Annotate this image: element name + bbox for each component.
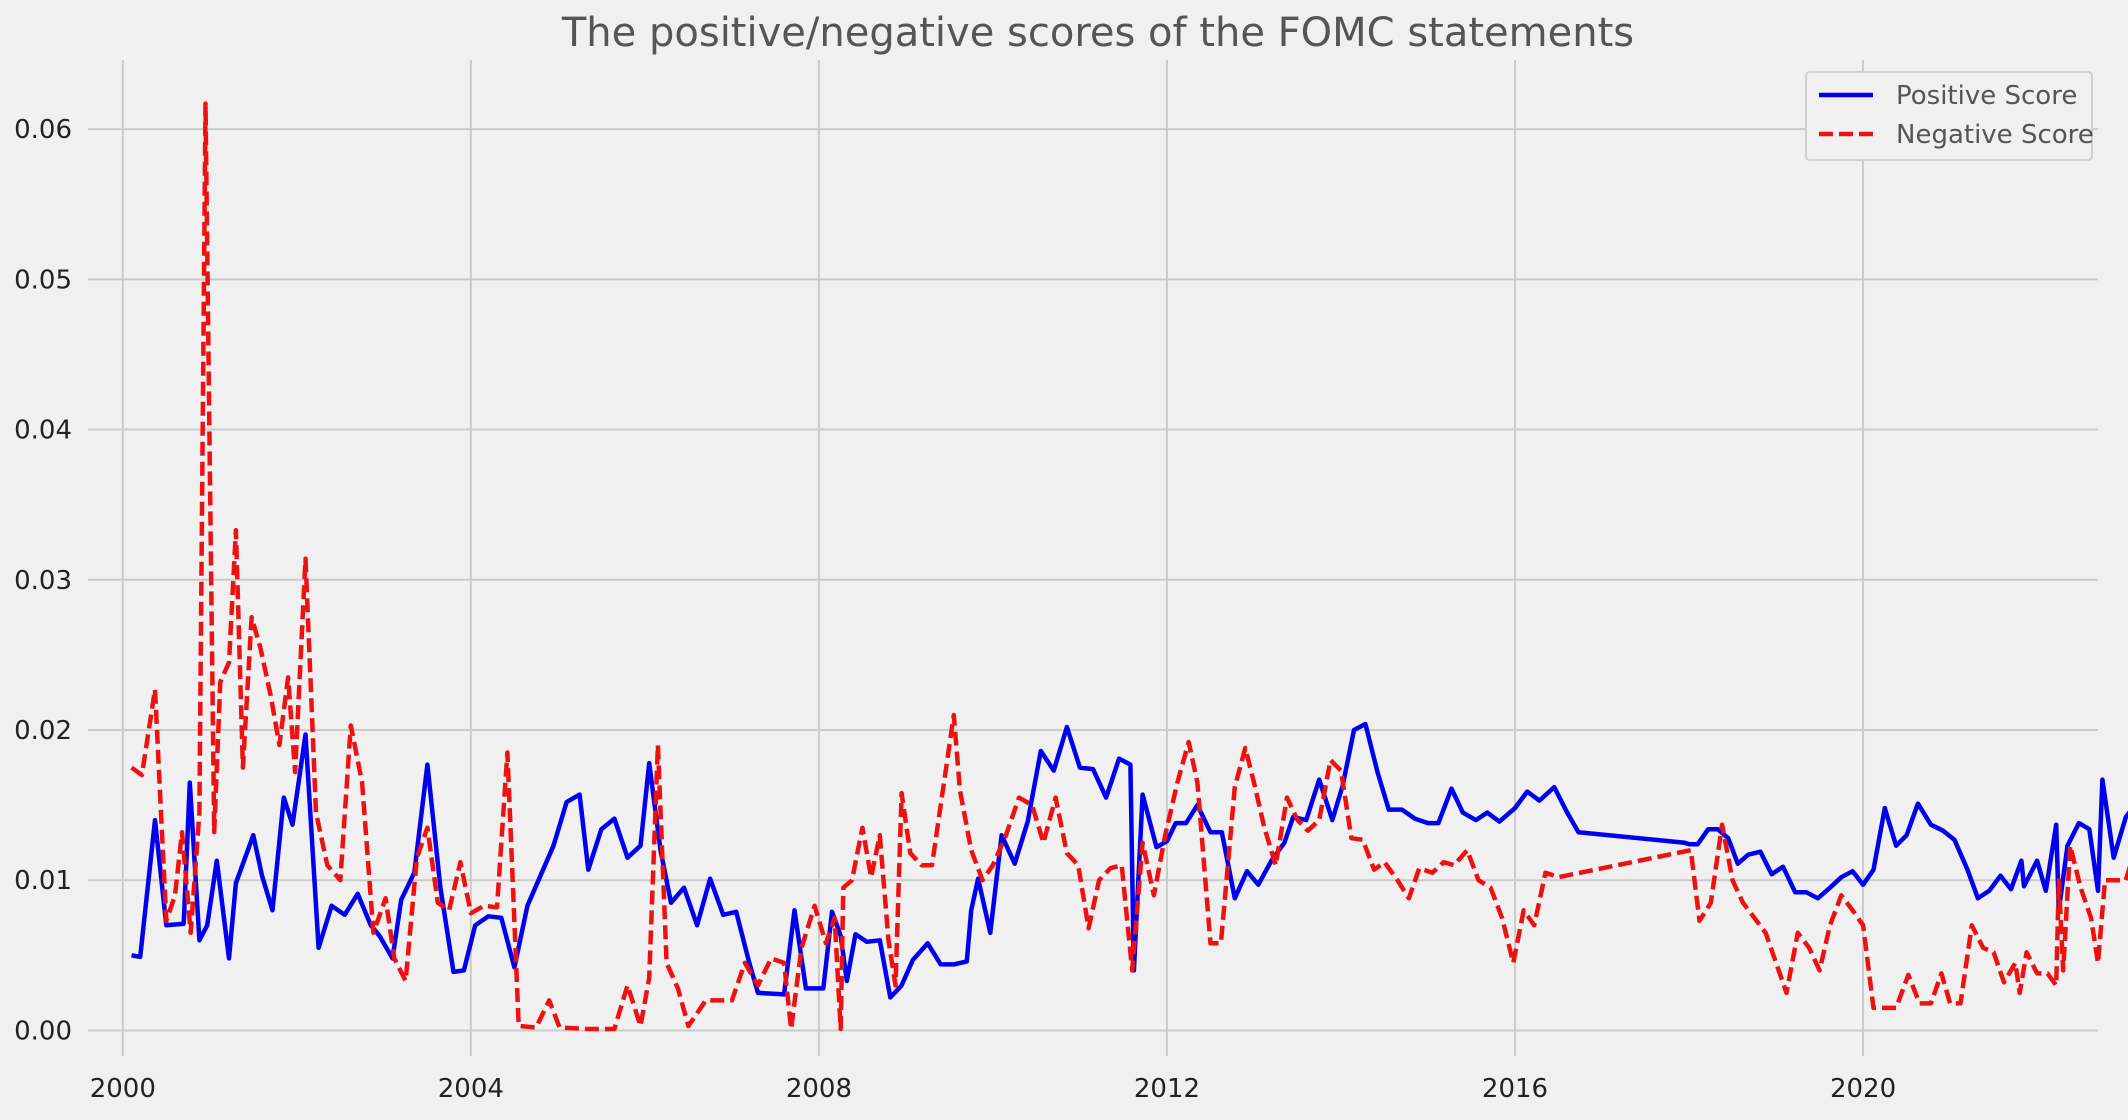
chart-title: The positive/negative scores of the FOMC… xyxy=(561,10,1634,56)
series-line-positive-score xyxy=(131,721,2128,1000)
y-tick-label: 0.02 xyxy=(14,716,72,746)
x-tick-label: 2016 xyxy=(1482,1074,1548,1104)
y-tick-label: 0.04 xyxy=(14,416,72,446)
y-tick-label: 0.05 xyxy=(14,265,72,295)
x-tick-label: 2000 xyxy=(90,1074,156,1104)
y-tick-label: 0.06 xyxy=(14,115,72,145)
legend-box xyxy=(1805,71,2093,161)
grid-lines xyxy=(88,60,2098,1056)
series-line-negative-score xyxy=(130,101,2128,1032)
x-tick-label: 2004 xyxy=(438,1074,504,1104)
y-tick-label: 0.03 xyxy=(14,566,72,596)
x-tick-label: 2008 xyxy=(786,1074,852,1104)
x-tick-label: 2012 xyxy=(1134,1074,1200,1104)
legend-label-positive-score: Positive Score xyxy=(1896,81,2077,111)
y-tick-label: 0.01 xyxy=(14,866,72,896)
x-tick-label: 2020 xyxy=(1830,1074,1896,1104)
y-tick-label: 0.00 xyxy=(14,1016,72,1046)
tick-labels: 2000 2004 2008 2012 2016 2020 0.00 0.01 0.02 0.03… xyxy=(14,115,1896,1104)
legend-label-negative-score: Negative Score xyxy=(1896,120,2094,150)
legend: Positive Score Negative Score xyxy=(1805,71,2094,161)
series-lines xyxy=(130,101,2128,1032)
